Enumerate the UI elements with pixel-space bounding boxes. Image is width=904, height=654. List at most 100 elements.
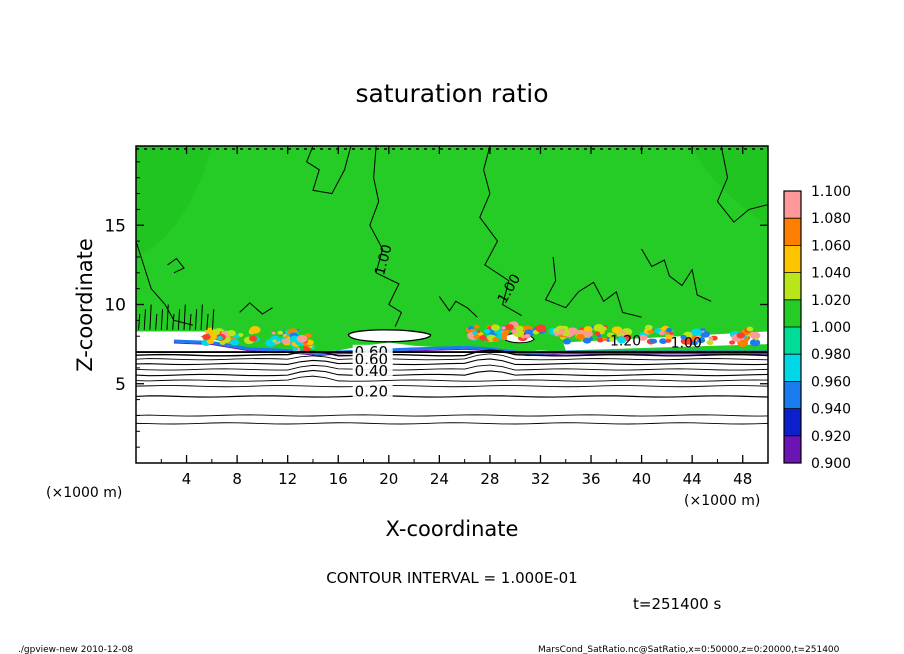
colorbar-label: 0.940 xyxy=(811,402,851,418)
supersaturation-speckle xyxy=(611,326,622,334)
colorbar-swatch xyxy=(784,218,801,246)
colorbar-label: 1.060 xyxy=(811,238,851,254)
y-axis-unit: (×1000 m) xyxy=(46,485,122,501)
colorbar-label: 1.020 xyxy=(811,293,851,309)
x-tick-label: 40 xyxy=(632,470,651,488)
x-tick-label: 4 xyxy=(182,470,192,488)
colorbar-swatch xyxy=(784,299,801,327)
x-tick-label: 24 xyxy=(430,470,449,488)
y-axis: 5 10 15 xyxy=(104,161,768,448)
supersaturation-speckle xyxy=(472,330,479,335)
supersaturation-speckle xyxy=(205,327,216,336)
supersaturation-speckle xyxy=(281,338,290,344)
contour-line xyxy=(369,146,403,327)
field-patch xyxy=(692,146,768,226)
contour-line xyxy=(136,414,768,417)
supersaturation-speckle xyxy=(754,337,759,341)
supersaturation-speckle xyxy=(649,338,655,343)
colorbar-swatch xyxy=(784,245,801,273)
x-axis-label: X-coordinate xyxy=(386,517,519,541)
colorbar-swatch xyxy=(784,408,801,436)
x-tick-label: 20 xyxy=(379,470,398,488)
supersaturation-speckle xyxy=(669,331,674,336)
contour-line xyxy=(138,313,141,330)
contour-line xyxy=(306,146,352,195)
supersaturation-speckle xyxy=(226,329,236,337)
contour-line xyxy=(479,146,522,317)
colorbar-label: 0.980 xyxy=(811,347,851,363)
contour-line xyxy=(136,349,768,357)
contour-line xyxy=(641,248,712,302)
contour-line xyxy=(183,304,186,330)
supersaturation-speckle xyxy=(619,332,624,336)
supersaturation-speckle xyxy=(665,338,672,343)
supersaturation-speckle xyxy=(289,335,300,343)
supersaturation-speckle xyxy=(501,331,509,337)
contour-label: 0.40 xyxy=(355,362,388,380)
supersaturation-speckle xyxy=(271,331,276,335)
supersaturation-speckle xyxy=(216,336,223,341)
contour-interval-text: CONTOUR INTERVAL = 1.000E-01 xyxy=(326,569,577,587)
supersaturation-speckle xyxy=(596,337,604,343)
colorbar-swatch xyxy=(784,435,801,463)
supersaturation-speckle xyxy=(296,335,308,343)
supersaturation-speckle xyxy=(202,334,211,341)
contour-line xyxy=(136,422,768,425)
supersaturation-speckle xyxy=(474,324,480,329)
contour-line xyxy=(136,358,768,366)
contour-line xyxy=(211,309,215,330)
supersaturation-speckle xyxy=(609,337,616,342)
supersaturation-speckle xyxy=(277,330,284,335)
contour-line xyxy=(189,313,192,330)
time-label: t=251400 s xyxy=(633,595,721,613)
chart-title: saturation ratio xyxy=(355,79,548,108)
colorbar-swatch xyxy=(784,354,801,382)
contour-line xyxy=(206,313,209,330)
supersaturation-speckle xyxy=(584,331,593,337)
contour-line xyxy=(149,304,152,330)
colorbar-swatch xyxy=(784,327,801,355)
contour-label-bg xyxy=(352,352,393,367)
supersaturation-speckle xyxy=(606,332,615,338)
white-lens xyxy=(347,329,432,343)
supersaturation-speckle xyxy=(476,330,481,333)
contour-line xyxy=(177,309,181,330)
supersaturation-speckle xyxy=(602,337,608,341)
supersaturation-speckle xyxy=(582,337,592,344)
supersaturation-speckle xyxy=(473,334,480,339)
supersaturation-speckle xyxy=(562,338,571,345)
x-tick-label: 48 xyxy=(733,470,752,488)
supersaturation-speckle xyxy=(749,338,761,347)
supersaturation-speckle xyxy=(691,340,698,346)
x-tick-label: 28 xyxy=(480,470,499,488)
contour-line xyxy=(438,296,478,318)
contour-label-bg xyxy=(352,363,393,378)
colorbar-label: 0.960 xyxy=(811,374,851,390)
contour-label: 1.00 xyxy=(372,243,396,277)
supersaturation-speckle xyxy=(272,339,277,343)
contour-line xyxy=(136,395,768,398)
supersaturation-speckle xyxy=(511,329,518,334)
supersaturation-speckle xyxy=(207,333,218,341)
supersaturation-speckle xyxy=(524,334,531,339)
colorbar-label: 1.000 xyxy=(811,320,851,336)
supersaturation-speckle xyxy=(665,334,673,340)
y-tick-label: 10 xyxy=(104,296,126,316)
x-axis-unit: (×1000 m) xyxy=(684,493,760,509)
contour-line xyxy=(172,313,175,330)
supersaturation-speckle xyxy=(490,324,501,331)
supersaturation-speckle xyxy=(303,346,311,352)
supersaturation-speckle xyxy=(501,326,507,330)
x-tick-label: 32 xyxy=(531,470,550,488)
supersaturation-speckle xyxy=(558,330,565,335)
field-patch xyxy=(136,146,212,257)
contour-line xyxy=(544,256,642,318)
supersaturation-speckle xyxy=(501,335,508,341)
supersaturation-speckle xyxy=(708,336,714,341)
colorbar-swatch xyxy=(784,381,801,409)
x-tick-label: 44 xyxy=(683,470,702,488)
contour-label: 1.20 xyxy=(610,334,641,350)
supersaturation-speckle xyxy=(617,336,627,344)
supersaturation-speckle xyxy=(736,332,745,339)
supersaturation-speckle xyxy=(658,330,666,336)
